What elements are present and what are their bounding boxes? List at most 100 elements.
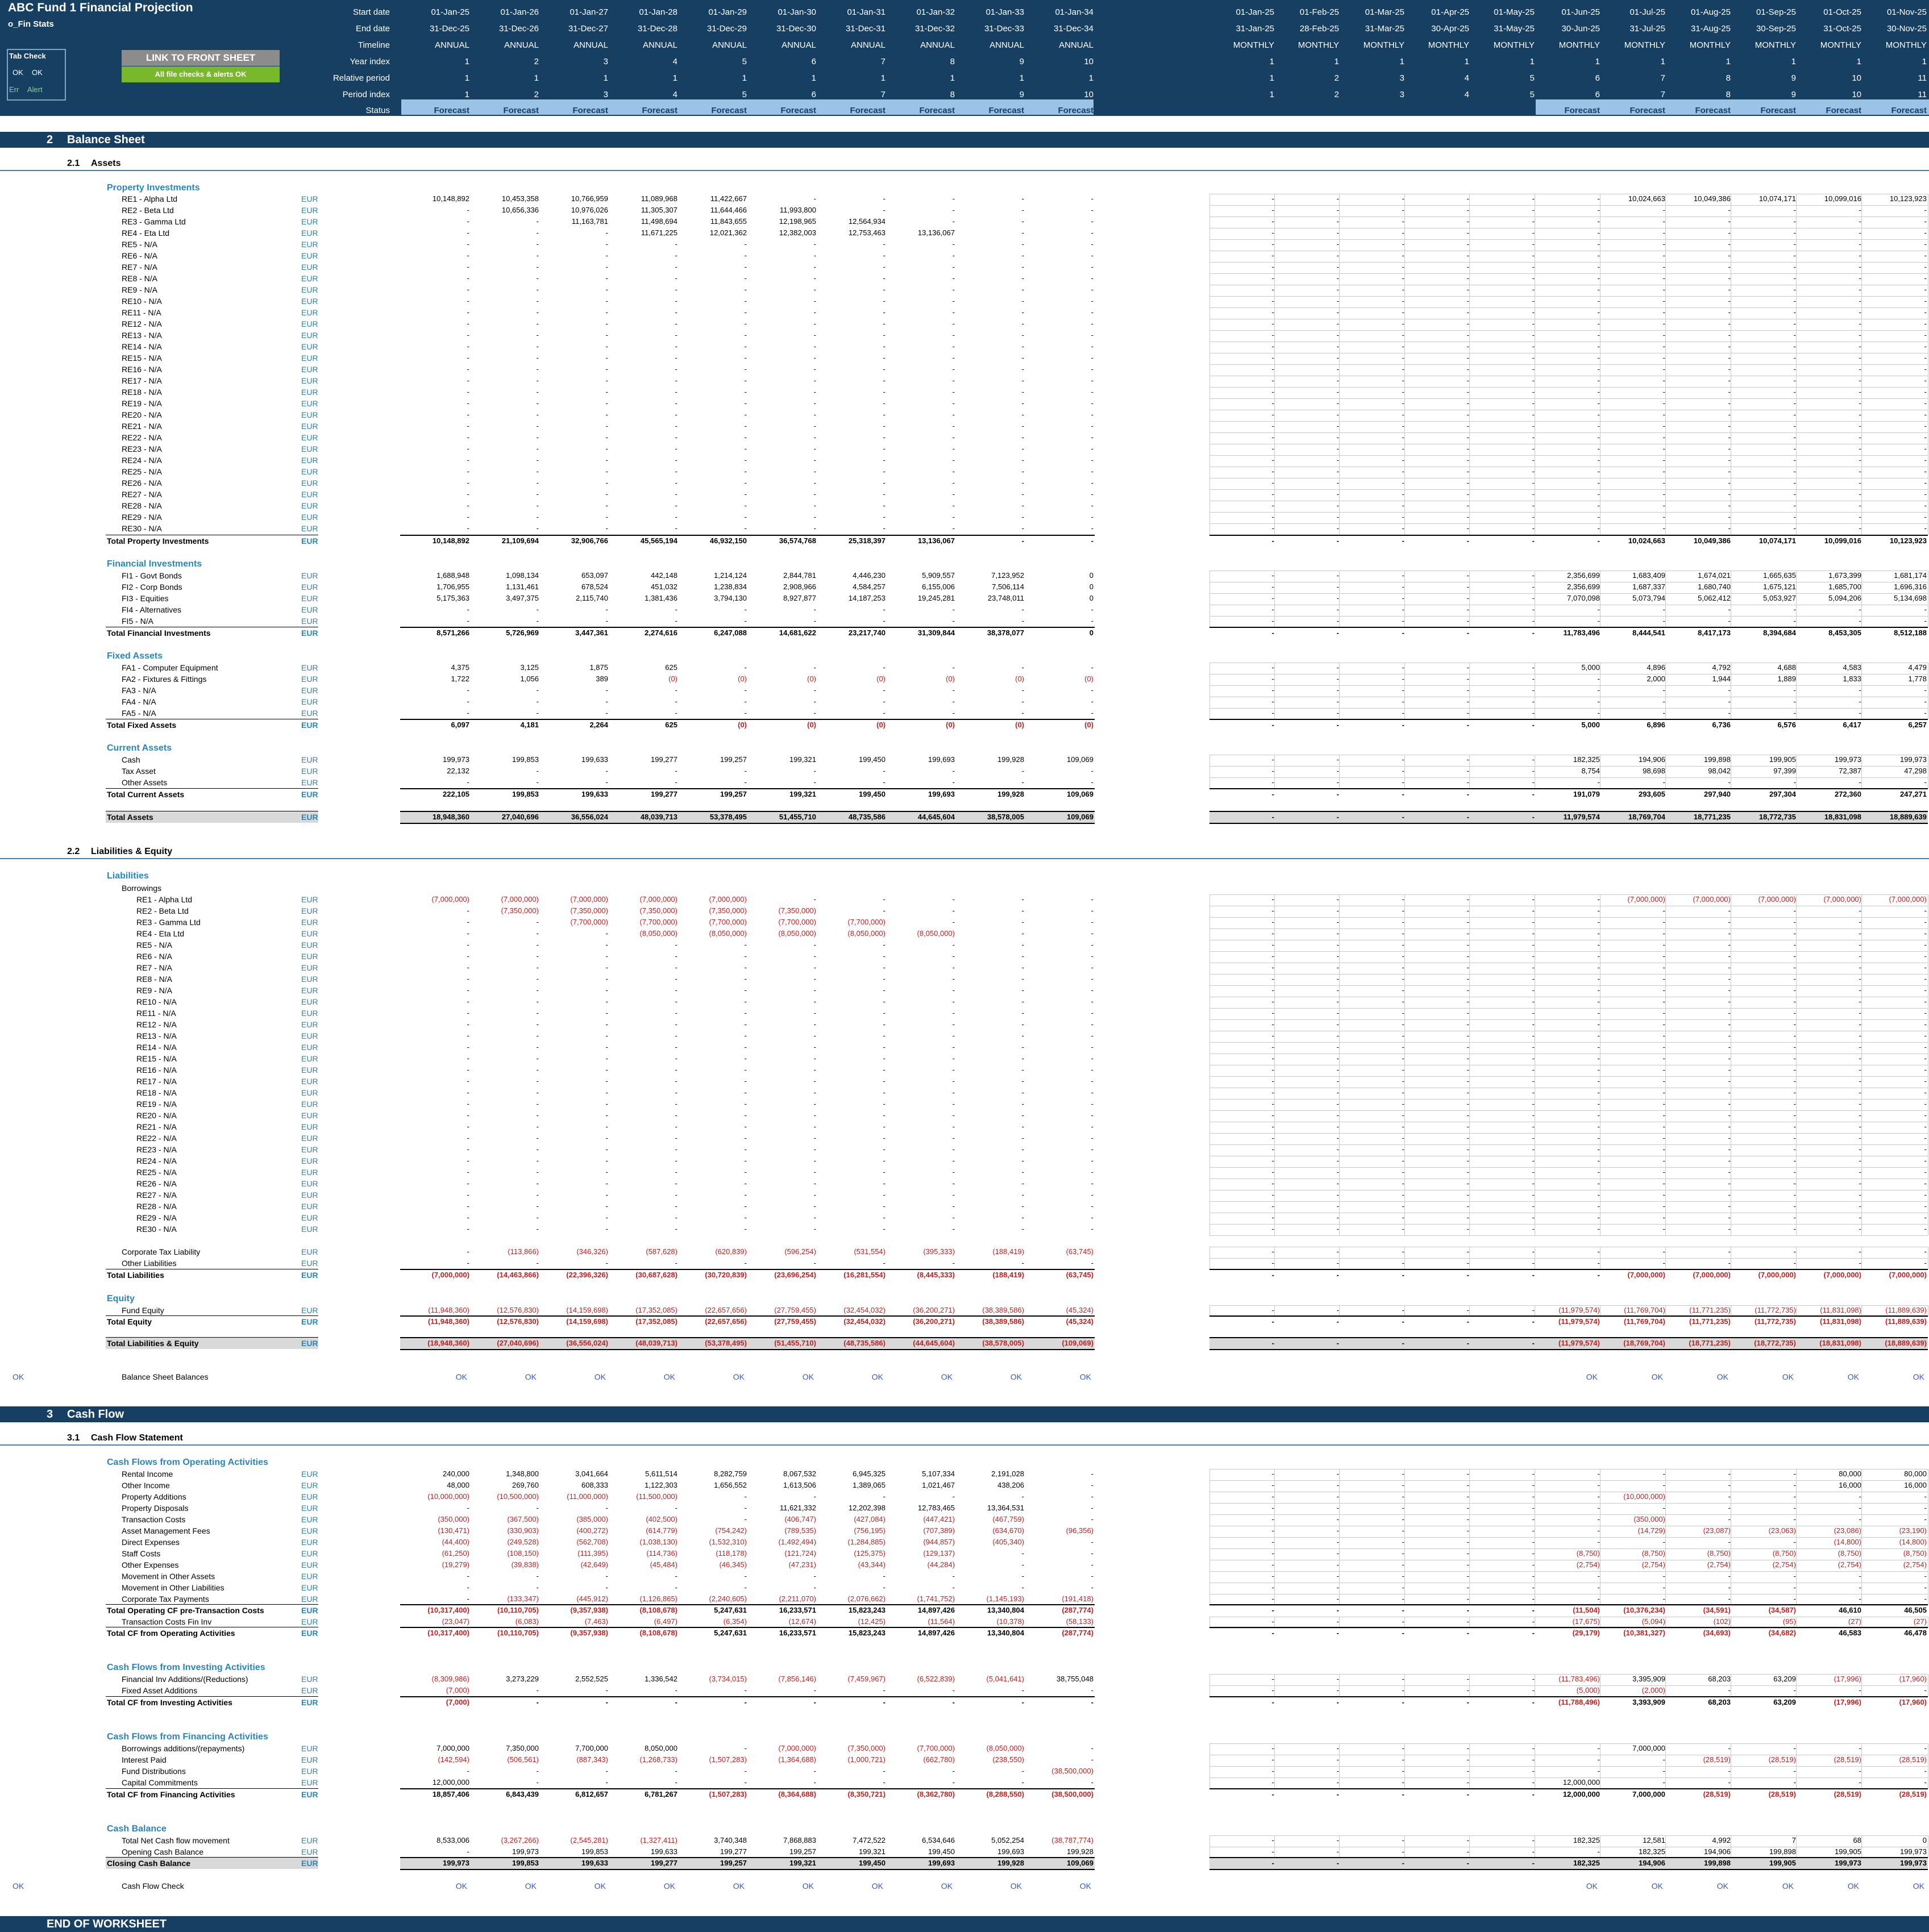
annual-value-cell: (3,734,015) <box>709 1675 747 1683</box>
annual-timeline-cell: ANNUAL <box>573 40 608 50</box>
annual-value-cell: - <box>883 399 885 407</box>
link-to-front-sheet-button[interactable]: LINK TO FRONT SHEET <box>122 50 280 66</box>
total-rule-monthly <box>1209 788 1928 789</box>
annual-value-cell: - <box>467 410 469 419</box>
annual-value-cell: 199,257 <box>720 755 747 764</box>
annual-value-cell: - <box>467 1225 469 1233</box>
annual-value-cell: - <box>605 1504 608 1512</box>
annual-value-cell: 199,693 <box>997 1847 1024 1856</box>
monthly-value-cell: - <box>1597 297 1600 305</box>
monthly-timeline-cell: MONTHLY <box>1558 40 1600 50</box>
annual-value-cell: - <box>813 986 816 994</box>
annual-value-cell: - <box>1021 663 1024 672</box>
row-label: RE6 - N/A <box>122 251 158 260</box>
monthly-value-cell: (102) <box>1713 1617 1731 1626</box>
annual-value-cell: - <box>883 1583 885 1592</box>
annual-value-cell: - <box>883 388 885 396</box>
annual-value-cell: - <box>952 206 955 214</box>
monthly-value-cell: - <box>1793 1134 1796 1142</box>
annual-value-cell: - <box>605 1225 608 1233</box>
monthly-grid-divider <box>1339 1571 1340 1583</box>
monthly-grid-divider <box>1209 755 1210 766</box>
monthly-grid-divider <box>1274 1526 1275 1537</box>
monthly-grid-divider <box>1339 330 1340 342</box>
annual-value-cell: - <box>675 501 677 510</box>
annual-value-cell: - <box>675 1259 677 1267</box>
annual-value-cell: - <box>952 1009 955 1017</box>
row-label: Total Assets <box>107 813 153 822</box>
annual-value-cell: (10,317,400) <box>427 1606 469 1614</box>
monthly-grid-divider <box>1404 1065 1405 1076</box>
monthly-value-cell: - <box>1466 997 1469 1006</box>
monthly-grid-divider <box>1274 940 1275 951</box>
monthly-grid-divider <box>1665 1122 1666 1133</box>
monthly-value-cell: - <box>1859 1504 1861 1512</box>
annual-value-cell: - <box>744 501 747 510</box>
annual-value-cell: - <box>813 1213 816 1222</box>
annual-value-cell: - <box>813 1054 816 1063</box>
monthly-value-cell: - <box>1859 501 1861 510</box>
monthly-value-cell: - <box>1532 1259 1535 1267</box>
monthly-value-cell: (11,771,235) <box>1689 1306 1731 1314</box>
subsection-title: Assets <box>91 159 121 168</box>
monthly-year-index-cell: 1 <box>1922 57 1927 66</box>
annual-value-cell: - <box>467 1031 469 1040</box>
monthly-value-cell: - <box>1597 929 1600 938</box>
monthly-grid-divider <box>1469 376 1470 387</box>
annual-value-cell: 5,107,334 <box>922 1469 955 1478</box>
annual-value-cell: - <box>605 617 608 625</box>
monthly-grid-divider <box>1274 1560 1275 1571</box>
annual-value-cell: 2,844,781 <box>783 571 816 580</box>
monthly-grid-divider <box>1665 940 1666 951</box>
monthly-value-cell: - <box>1271 1122 1274 1131</box>
annual-value-cell: - <box>1091 388 1094 396</box>
monthly-value-cell: - <box>1532 240 1535 248</box>
monthly-value-cell: 0 <box>1922 1836 1927 1844</box>
row-label: RE19 - N/A <box>122 399 162 408</box>
annual-value-cell: - <box>813 1134 816 1142</box>
monthly-grid-divider <box>1665 1503 1666 1514</box>
monthly-grid-line-top <box>1209 330 1928 331</box>
monthly-value-cell: - <box>1402 1560 1404 1569</box>
monthly-value-cell: 18,831,098 <box>1824 813 1861 821</box>
annual-value-cell: - <box>536 319 539 328</box>
monthly-value-cell: - <box>1271 1847 1274 1856</box>
monthly-value-cell: - <box>1924 1077 1927 1085</box>
monthly-grid-divider <box>1665 1190 1666 1201</box>
annual-value-cell: - <box>1091 1145 1094 1154</box>
monthly-value-cell: (17,960) <box>1899 1675 1927 1683</box>
monthly-value-cell: - <box>1336 997 1339 1006</box>
annual-value-cell: - <box>536 1065 539 1074</box>
annual-relative-cell: 1 <box>534 73 539 83</box>
annual-value-cell: - <box>605 1065 608 1074</box>
annual-value-cell: - <box>675 1020 677 1029</box>
monthly-value-cell: - <box>1597 1009 1600 1017</box>
monthly-value-cell: - <box>1271 399 1274 407</box>
monthly-status-cell: Forecast <box>1695 106 1731 115</box>
annual-value-cell: - <box>605 1100 608 1108</box>
monthly-grid-divider <box>1209 674 1210 685</box>
annual-value-cell: - <box>952 617 955 625</box>
monthly-value-cell: - <box>1662 240 1665 248</box>
monthly-value-cell: - <box>1597 228 1600 237</box>
currency-label: EUR <box>301 297 318 306</box>
annual-value-cell: 5,247,631 <box>714 1606 747 1614</box>
annual-period-index-cell: 3 <box>603 90 608 99</box>
monthly-value-cell: - <box>1466 536 1469 545</box>
monthly-value-cell: 12,581 <box>1643 1836 1665 1844</box>
monthly-value-cell: - <box>1466 1847 1469 1856</box>
monthly-grid-divider <box>1404 523 1405 535</box>
monthly-value-cell: - <box>1597 997 1600 1006</box>
annual-value-cell: 5,247,631 <box>714 1629 747 1637</box>
total-rule-annual <box>400 1696 1095 1697</box>
annual-value-cell: - <box>744 686 747 694</box>
monthly-value-cell: - <box>1402 1213 1404 1222</box>
monthly-value-cell: - <box>1859 1168 1861 1176</box>
tab-check-alert: Alert <box>27 85 43 94</box>
monthly-value-cell: (14,800) <box>1899 1538 1927 1546</box>
annual-value-cell: (6,354) <box>723 1617 747 1626</box>
annual-value-cell: (1,741,752) <box>917 1594 955 1603</box>
annual-value-cell: - <box>536 228 539 237</box>
monthly-value-cell: - <box>1532 918 1535 926</box>
annual-value-cell: (27,759,455) <box>774 1317 816 1326</box>
